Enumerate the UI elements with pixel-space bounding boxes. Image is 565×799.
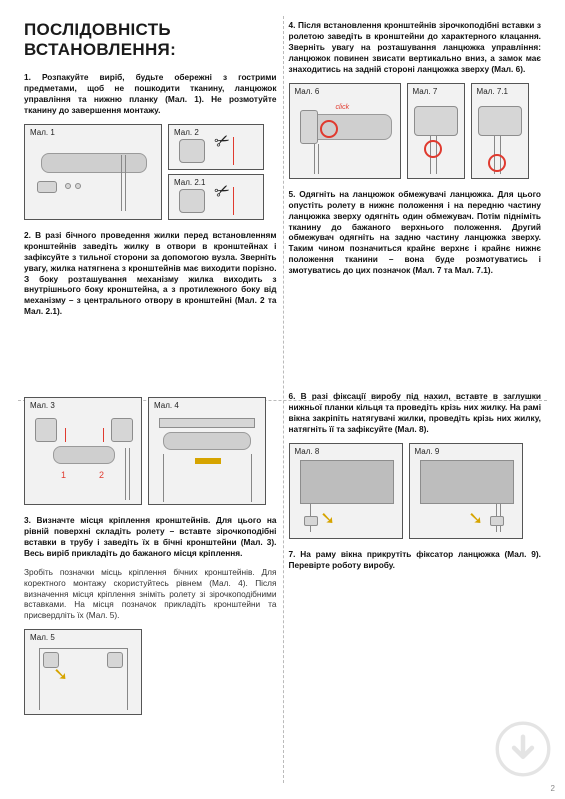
screwdriver-icon: ➙	[462, 505, 488, 531]
watermark-icon	[495, 721, 551, 777]
figure-label: Мал. 3	[30, 401, 55, 410]
quadrant-top-left: ПОСЛІДОВНІСТЬ ВСТАНОВЛЕННЯ: 1. Розпакуйт…	[18, 16, 283, 387]
figure-row-5: Мал. 5 ➙	[24, 629, 277, 715]
step-1-text: 1. Розпакуйте виріб, будьте обережні з г…	[24, 72, 277, 116]
step-5-text: 5. Одягніть на ланцюжок обмежувачі ланцю…	[289, 189, 542, 277]
step-4-text: 4. Після встановлення кронштейнів зірочк…	[289, 20, 542, 75]
step-6-text: 6. В разі фіксації виробу під нахил, вст…	[289, 391, 542, 435]
click-label: click	[336, 104, 350, 111]
page-number: 2	[551, 784, 555, 793]
figure-row-1: Мал. 1 Мал. 2 ✂ Мал. 2.1 ✂	[24, 124, 277, 220]
figure-7-1: Мал. 7.1	[471, 83, 529, 179]
quadrant-bottom-left: Мал. 3 1 2 Мал. 4 3. Визначте місця к	[18, 387, 283, 787]
figure-label: Мал. 2.1	[174, 178, 205, 187]
figure-label: Мал. 5	[30, 633, 55, 642]
scissors-icon: ✂	[211, 129, 234, 154]
figure-6: Мал. 6 click	[289, 83, 401, 179]
figure-8: Мал. 8 ➙	[289, 443, 403, 539]
step-3b-text: Зробіть позначки місць кріплення бічних …	[24, 567, 277, 622]
figure-label: Мал. 2	[174, 128, 199, 137]
figure-2: Мал. 2 ✂	[168, 124, 264, 170]
figure-label: Мал. 9	[415, 447, 440, 456]
scissors-icon: ✂	[211, 179, 234, 204]
figure-row-3-4: Мал. 3 1 2 Мал. 4	[24, 397, 277, 505]
figure-label: Мал. 7.1	[477, 87, 508, 96]
page-title: ПОСЛІДОВНІСТЬ ВСТАНОВЛЕННЯ:	[24, 20, 277, 60]
figure-1: Мал. 1	[24, 124, 162, 220]
step-2-text: 2. В разі бічного проведення жилки перед…	[24, 230, 277, 318]
figure-label: Мал. 8	[295, 447, 320, 456]
figure-7: Мал. 7	[407, 83, 465, 179]
figure-label: Мал. 6	[295, 87, 320, 96]
step-3a-text: 3. Визначте місця кріплення кронштейнів.…	[24, 515, 277, 559]
figure-2-1: Мал. 2.1 ✂	[168, 174, 264, 220]
figure-row-6-7: Мал. 6 click Мал. 7 Мал. 7.1	[289, 83, 542, 179]
step-7-text: 7. На раму вікна прикрутіть фіксатор лан…	[289, 549, 542, 571]
figure-4: Мал. 4	[148, 397, 266, 505]
figure-label: Мал. 7	[413, 87, 438, 96]
figure-label: Мал. 1	[30, 128, 55, 137]
figure-3: Мал. 3 1 2	[24, 397, 142, 505]
screwdriver-icon: ➙	[314, 505, 340, 531]
figure-label: Мал. 4	[154, 401, 179, 410]
figure-5: Мал. 5 ➙	[24, 629, 142, 715]
quadrant-top-right: 4. Після встановлення кронштейнів зірочк…	[283, 16, 548, 387]
figure-9: Мал. 9 ➙	[409, 443, 523, 539]
figure-row-8-9: Мал. 8 ➙ Мал. 9 ➙	[289, 443, 542, 539]
